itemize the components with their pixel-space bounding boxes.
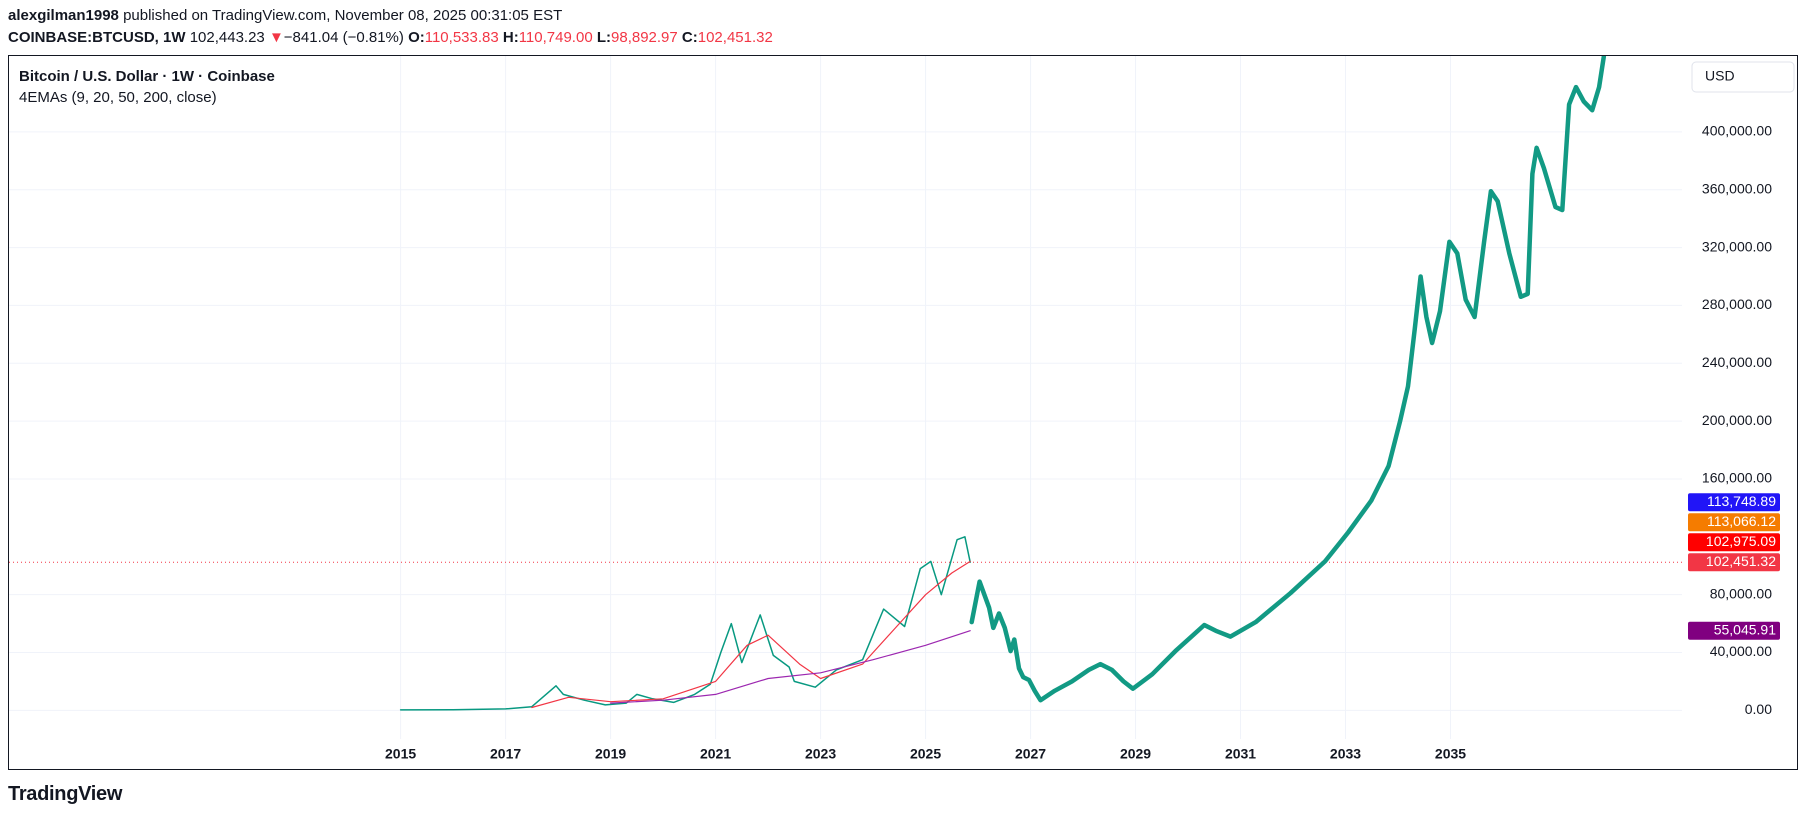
price-label: 102,451.32 xyxy=(1706,553,1776,569)
y-tick-label: 280,000.00 xyxy=(1702,296,1772,312)
price-label: 55,045.91 xyxy=(1714,621,1776,637)
close: 102,451.32 xyxy=(697,29,773,46)
y-tick-label: 360,000.00 xyxy=(1702,180,1772,196)
price-line xyxy=(969,56,1607,703)
published: published on TradingView.com, November 0… xyxy=(118,7,563,24)
x-tick-label: 2031 xyxy=(1225,746,1256,762)
price-label: 102,975.09 xyxy=(1706,533,1776,549)
price-label-box xyxy=(1688,621,1780,640)
o-label: O: xyxy=(408,29,425,46)
price-label: 113,066.12 xyxy=(1707,513,1776,529)
y-tick-label: 400,000.00 xyxy=(1702,123,1772,139)
x-tick-label: 2015 xyxy=(385,746,416,762)
chart-subtitle: 4EMAs (9, 20, 50, 200, close) xyxy=(19,89,217,106)
chart-title: Bitcoin / U.S. Dollar · 1W · Coinbase xyxy=(19,68,275,85)
currency[interactable]: USD xyxy=(1705,68,1735,84)
y-tick-label: 80,000.00 xyxy=(1710,585,1772,601)
price-label: 113,748.89 xyxy=(1707,493,1776,509)
y-tick-label: 40,000.00 xyxy=(1710,643,1772,659)
c-label: C: xyxy=(681,29,698,46)
publisher: alexgilman1998 xyxy=(8,7,119,24)
y-tick-label: 240,000.00 xyxy=(1702,354,1772,370)
price-line xyxy=(610,630,971,704)
publish-line: alexgilman1998 published on TradingView.… xyxy=(8,5,773,27)
footer: TradingView xyxy=(8,783,122,806)
price-line xyxy=(531,560,971,709)
low: 98,892.97 xyxy=(611,29,678,46)
ohlc-line: COINBASE:BTCUSD, 1W 102,443.23 ▼−841.04 … xyxy=(8,27,773,49)
brand: TradingView xyxy=(8,783,123,805)
price-label-box xyxy=(1688,553,1780,572)
x-tick-label: 2023 xyxy=(805,746,836,762)
last: 102,443.23 xyxy=(189,29,265,46)
high: 110,749.00 xyxy=(518,29,593,46)
h-label: H: xyxy=(502,29,519,46)
price-label-box xyxy=(1688,513,1780,532)
x-tick-label: 2019 xyxy=(595,746,626,762)
y-tick-label: 0.00 xyxy=(1745,701,1772,717)
currency-button[interactable] xyxy=(1691,61,1795,93)
x-tick-label: 2027 xyxy=(1015,746,1046,762)
price-label-box xyxy=(1688,493,1780,512)
y-tick-label: 320,000.00 xyxy=(1702,238,1772,254)
y-tick-label: 200,000.00 xyxy=(1702,412,1772,428)
header: alexgilman1998 published on TradingView.… xyxy=(8,5,773,49)
x-tick-label: 2035 xyxy=(1435,746,1466,762)
arrow: ▼ xyxy=(268,29,284,46)
y-tick-label: 160,000.00 xyxy=(1702,470,1772,486)
chart-frame xyxy=(8,55,1798,770)
x-tick-label: 2025 xyxy=(910,746,941,762)
l-label: L: xyxy=(596,29,612,46)
change: −841.04 (−0.81%) xyxy=(283,29,404,46)
x-tick-label: 2033 xyxy=(1330,746,1361,762)
x-tick-label: 2029 xyxy=(1120,746,1151,762)
symbol: COINBASE:BTCUSD, 1W xyxy=(8,29,186,46)
x-tick-label: 2017 xyxy=(490,746,521,762)
open: 110,533.83 xyxy=(424,29,499,46)
x-tick-label: 2021 xyxy=(700,746,731,762)
price-label-box xyxy=(1688,533,1780,552)
price-line xyxy=(399,536,971,711)
